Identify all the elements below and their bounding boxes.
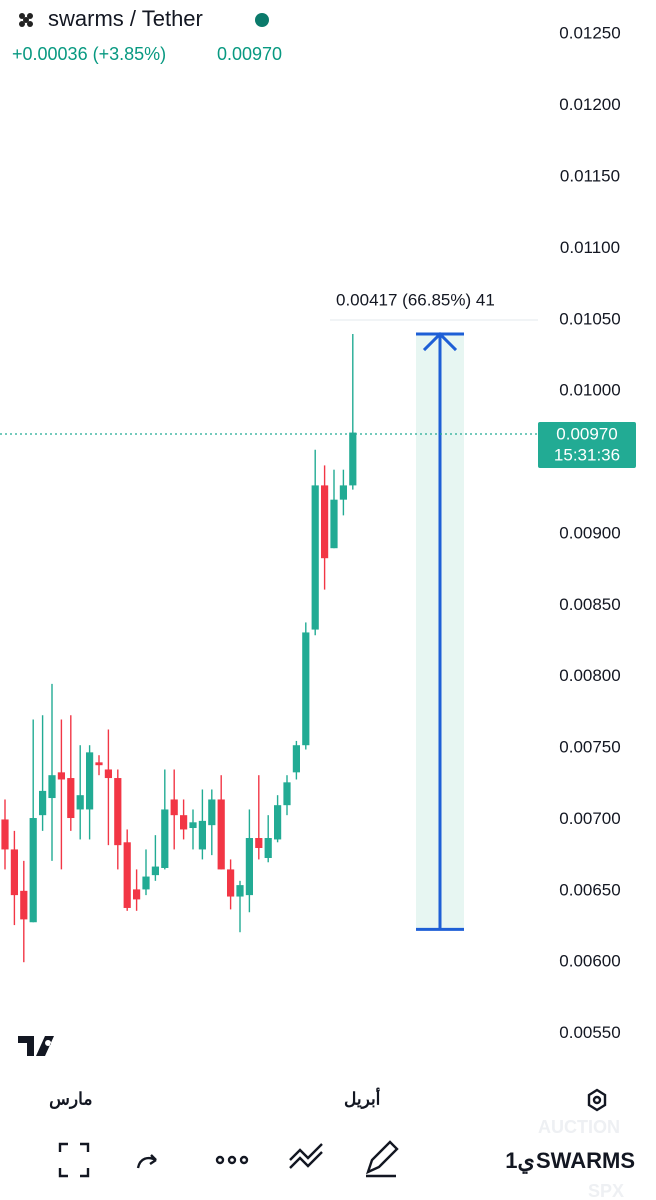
candle-body — [311, 485, 319, 630]
logo — [19, 13, 33, 27]
y-tick-label: 0.00650 — [559, 880, 620, 899]
candle-body — [170, 799, 178, 816]
y-tick-label: 0.00700 — [559, 809, 620, 828]
candle-body — [227, 869, 235, 897]
candle-body — [330, 499, 338, 549]
candle-body — [264, 838, 272, 858]
y-tick-label: 0.00600 — [559, 952, 620, 971]
tv-logo — [18, 1036, 54, 1056]
candle-body — [349, 432, 357, 486]
candle-body — [10, 849, 18, 896]
redo-icon[interactable] — [136, 1154, 157, 1169]
candle-body — [245, 838, 253, 896]
price-badge-value: 0.00970 — [556, 424, 617, 443]
measure-label-bg — [330, 288, 538, 319]
fullscreen-icon[interactable] — [58, 1142, 90, 1178]
candle-body — [133, 889, 141, 900]
candle-body — [57, 772, 65, 780]
draw-icon[interactable] — [365, 1140, 399, 1178]
candle-body — [255, 838, 263, 849]
price-countdown: 15:31:36 — [554, 445, 620, 464]
candle-body — [236, 885, 244, 897]
candle-body — [20, 890, 28, 920]
interval[interactable]: 1ي — [505, 1148, 534, 1174]
candle-body — [217, 799, 225, 870]
candle-body — [198, 820, 206, 850]
candle-body — [161, 809, 169, 868]
symbol[interactable]: SWARMS — [536, 1148, 635, 1173]
candle-body — [180, 815, 188, 830]
candle-body — [274, 805, 282, 840]
candle-body — [39, 790, 47, 816]
candle-body — [189, 822, 197, 829]
measure-label: 0.00417 (66.85%) 41 — [336, 291, 495, 310]
x-tick-label: أبريل — [344, 1086, 381, 1109]
candle-body — [302, 632, 310, 746]
candle-body — [142, 876, 150, 890]
candle-body — [104, 769, 112, 779]
y-tick-label: 0.00750 — [559, 738, 620, 757]
candle-body — [123, 842, 131, 908]
x-tick-label: مارس — [49, 1089, 92, 1109]
y-tick-label: 0.00900 — [559, 523, 620, 542]
arrow-head — [422, 331, 458, 352]
status-dot — [255, 13, 269, 27]
more-icon[interactable] — [215, 1155, 225, 1165]
price-badge — [538, 421, 636, 468]
price: 0.00970 — [217, 44, 282, 64]
y-tick-label: 0.00850 — [559, 595, 620, 614]
candle-body — [86, 752, 94, 810]
candle-body — [29, 818, 37, 923]
candle-body — [95, 762, 103, 766]
candle-body — [151, 866, 159, 876]
y-tick-label: 0.01250 — [559, 24, 620, 43]
candle-body — [208, 799, 216, 826]
faded-label: AUCTION — [538, 1117, 620, 1137]
toolbar — [58, 1088, 607, 1178]
candle-body — [67, 778, 75, 819]
candle-body — [48, 775, 56, 799]
indicator-icon[interactable] — [289, 1143, 323, 1169]
candle-body — [76, 795, 84, 810]
y-tick-label: 0.01050 — [559, 309, 620, 328]
y-tick-label: 0.00800 — [559, 666, 620, 685]
y-tick-label: 0.00550 — [559, 1023, 620, 1042]
candle-body — [321, 485, 329, 559]
y-tick-label: 0.01200 — [559, 95, 620, 114]
candle-body — [114, 778, 122, 846]
candle-body — [283, 782, 291, 806]
change: +0.00036 (+3.85%) — [12, 44, 166, 64]
candle-body — [1, 819, 9, 850]
y-tick-label: 0.01150 — [560, 167, 620, 186]
y-tick-label: 0.01000 — [559, 381, 620, 400]
settings-icon[interactable] — [587, 1088, 607, 1112]
y-tick-label: 0.01100 — [560, 238, 620, 257]
faded-label: SPX — [588, 1181, 624, 1200]
candle-body — [292, 745, 300, 773]
title: swarms / Tether — [48, 6, 203, 31]
candle-body — [339, 485, 347, 500]
